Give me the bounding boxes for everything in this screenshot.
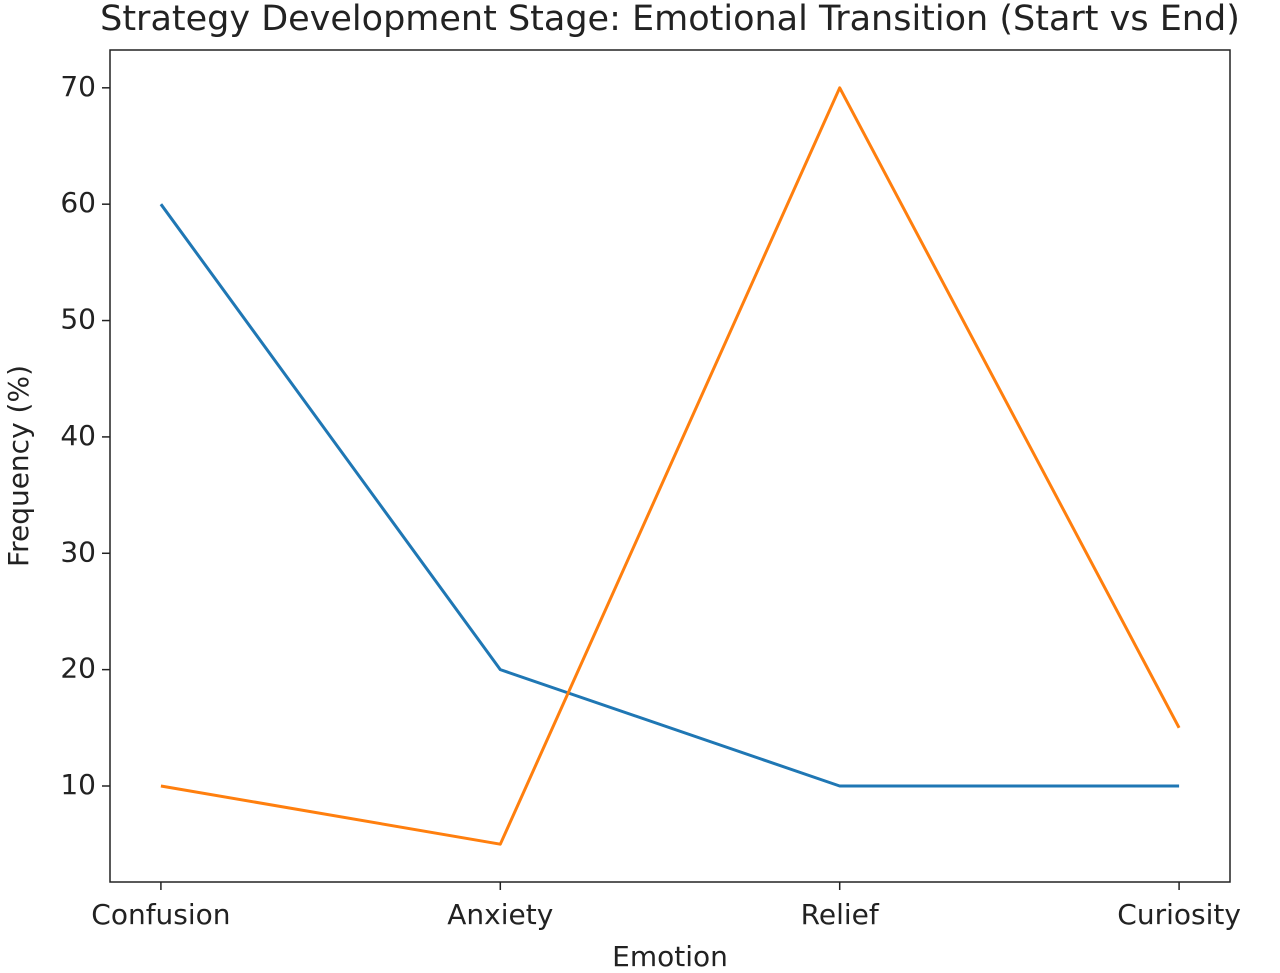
- series-line: [159, 203, 1180, 788]
- y-axis-label: Frequency (%): [2, 365, 35, 567]
- plot-frame: [109, 49, 1231, 883]
- series-line: [160, 86, 1181, 846]
- y-tick-label: 40: [60, 419, 96, 452]
- y-tick-label: 10: [60, 768, 96, 801]
- y-tick-label: 60: [60, 186, 96, 219]
- x-tick-label: Curiosity: [1117, 898, 1241, 931]
- x-tick-label: Confusion: [91, 898, 230, 931]
- y-tick-label: 50: [60, 303, 96, 336]
- x-tick-label: Relief: [801, 898, 880, 931]
- x-tick-label: Anxiety: [447, 898, 553, 931]
- y-tick-label: 20: [60, 652, 96, 685]
- y-tick-label: 30: [60, 535, 96, 568]
- y-tick-label: 70: [60, 70, 96, 103]
- chart-title: Strategy Development Stage: Emotional Tr…: [100, 0, 1240, 39]
- x-axis-label: Emotion: [612, 940, 728, 973]
